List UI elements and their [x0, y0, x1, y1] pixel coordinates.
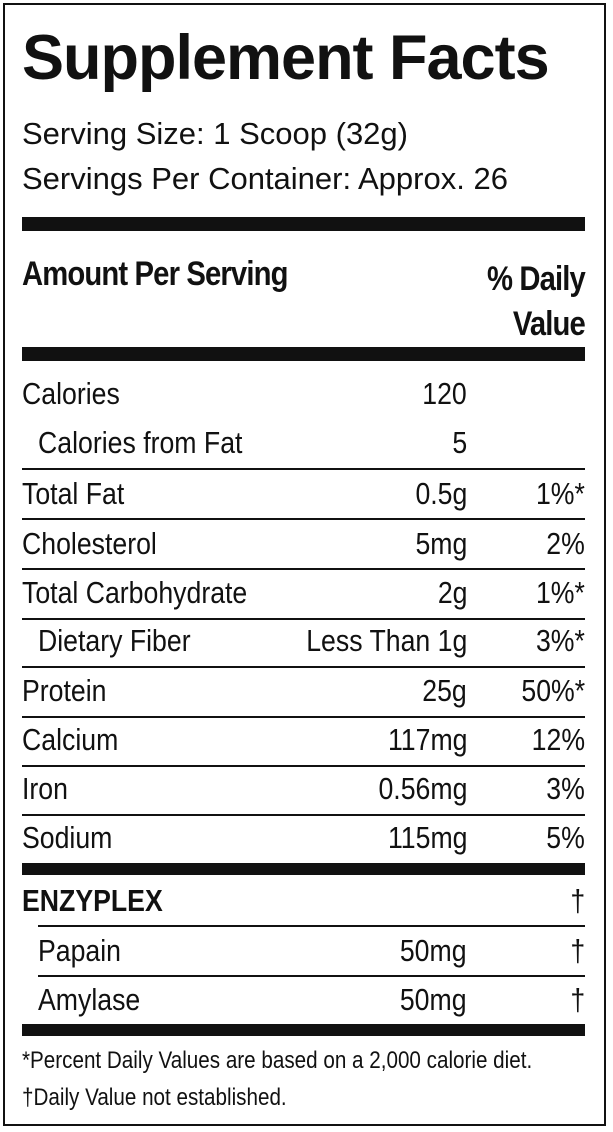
serving-size: Serving Size: 1 Scoop (32g) — [22, 116, 408, 151]
nutrient-row-total-carbohydrate: Total Carbohydrate 2g 1%* — [22, 569, 585, 618]
blend-item-name: Amylase — [38, 982, 141, 1017]
row-divider — [22, 666, 585, 668]
daily-value-heading-line2: Value — [512, 305, 586, 343]
row-divider — [22, 814, 585, 816]
thick-divider-header — [22, 347, 585, 361]
nutrient-name: Protein — [22, 673, 107, 708]
blend-name: ENZYPLEX — [22, 883, 163, 918]
nutrient-amount: 2g — [437, 575, 467, 610]
daily-value-heading: % Daily Value — [487, 257, 586, 347]
nutrient-row-cholesterol: Cholesterol 5mg 2% — [22, 520, 585, 569]
panel-content: Supplement Facts Serving Size: 1 Scoop (… — [22, 5, 586, 1124]
footnote-not-established: †Daily Value not established. — [22, 1084, 287, 1111]
blend-item-amount: 50mg — [400, 982, 467, 1017]
nutrient-name: Iron — [22, 771, 68, 806]
footnote-percent-daily: *Percent Daily Values are based on a 2,0… — [22, 1047, 533, 1074]
nutrient-daily-value: 2% — [546, 526, 585, 561]
servings-per-container: Servings Per Container: Approx. 26 — [22, 161, 508, 196]
nutrient-daily-value: 50%* — [521, 673, 585, 708]
nutrient-amount: 0.56mg — [378, 771, 467, 806]
nutrient-row-protein: Protein 25g 50%* — [22, 667, 585, 716]
nutrient-daily-value: 3% — [546, 771, 585, 806]
row-divider — [22, 716, 585, 718]
daily-value-heading-line1: % Daily — [487, 260, 586, 298]
row-divider — [38, 975, 585, 977]
nutrient-name: Total Fat — [22, 476, 125, 511]
nutrient-name: Dietary Fiber — [38, 623, 191, 658]
nutrient-name: Sodium — [22, 820, 113, 855]
nutrient-amount: 5 — [452, 425, 467, 460]
blend-item-amylase: Amylase 50mg † — [22, 976, 585, 1025]
nutrient-amount: 5mg — [415, 526, 467, 561]
nutrient-row-calcium: Calcium 117mg 12% — [22, 716, 585, 765]
blend-daily-value: † — [570, 883, 585, 918]
nutrient-row-iron: Iron 0.56mg 3% — [22, 765, 585, 814]
nutrient-daily-value: 12% — [531, 722, 585, 757]
blend-item-amount: 50mg — [400, 933, 467, 968]
nutrient-row-dietary-fiber: Dietary Fiber Less Than 1g 3%* — [22, 617, 585, 666]
thick-divider-blend — [22, 863, 585, 875]
nutrient-daily-value: 1%* — [536, 476, 585, 511]
nutrient-daily-value: 3%* — [536, 623, 585, 658]
blend-item-papain: Papain 50mg † — [22, 927, 585, 976]
row-divider — [38, 925, 585, 927]
nutrient-row-sodium: Sodium 115mg 5% — [22, 814, 585, 863]
nutrient-row-calories: Calories 120 — [22, 370, 585, 419]
row-divider — [22, 765, 585, 767]
nutrient-amount: 25g — [422, 673, 467, 708]
nutrient-name: Calories — [22, 376, 120, 411]
blend-item-name: Papain — [38, 933, 122, 968]
nutrient-name: Calcium — [22, 722, 119, 757]
nutrient-name: Cholesterol — [22, 526, 157, 561]
nutrient-daily-value: 5% — [546, 820, 585, 855]
row-divider — [22, 518, 585, 520]
nutrient-amount: 0.5g — [415, 476, 467, 511]
row-divider — [22, 618, 585, 620]
nutrient-daily-value: 1%* — [536, 575, 585, 610]
nutrient-amount: 120 — [422, 376, 467, 411]
blend-item-daily-value: † — [570, 933, 585, 968]
nutrient-name: Total Carbohydrate — [22, 575, 248, 610]
nutrient-amount: 117mg — [387, 722, 467, 757]
row-divider — [22, 468, 585, 470]
blend-item-daily-value: † — [570, 982, 585, 1017]
nutrient-amount: Less Than 1g — [305, 623, 467, 658]
thick-divider-bottom — [22, 1024, 585, 1036]
nutrient-name: Calories from Fat — [38, 425, 243, 460]
thick-divider-top — [22, 217, 585, 231]
blend-row-enzyplex: ENZYPLEX † — [22, 877, 585, 926]
amount-per-serving-heading: Amount Per Serving — [22, 255, 288, 293]
supplement-facts-panel: Supplement Facts Serving Size: 1 Scoop (… — [3, 3, 606, 1126]
panel-title: Supplement Facts — [22, 23, 550, 93]
nutrient-amount: 115mg — [387, 820, 467, 855]
row-divider — [22, 568, 585, 570]
nutrient-row-total-fat: Total Fat 0.5g 1%* — [22, 470, 585, 519]
nutrient-row-calories-from-fat: Calories from Fat 5 — [22, 419, 585, 468]
